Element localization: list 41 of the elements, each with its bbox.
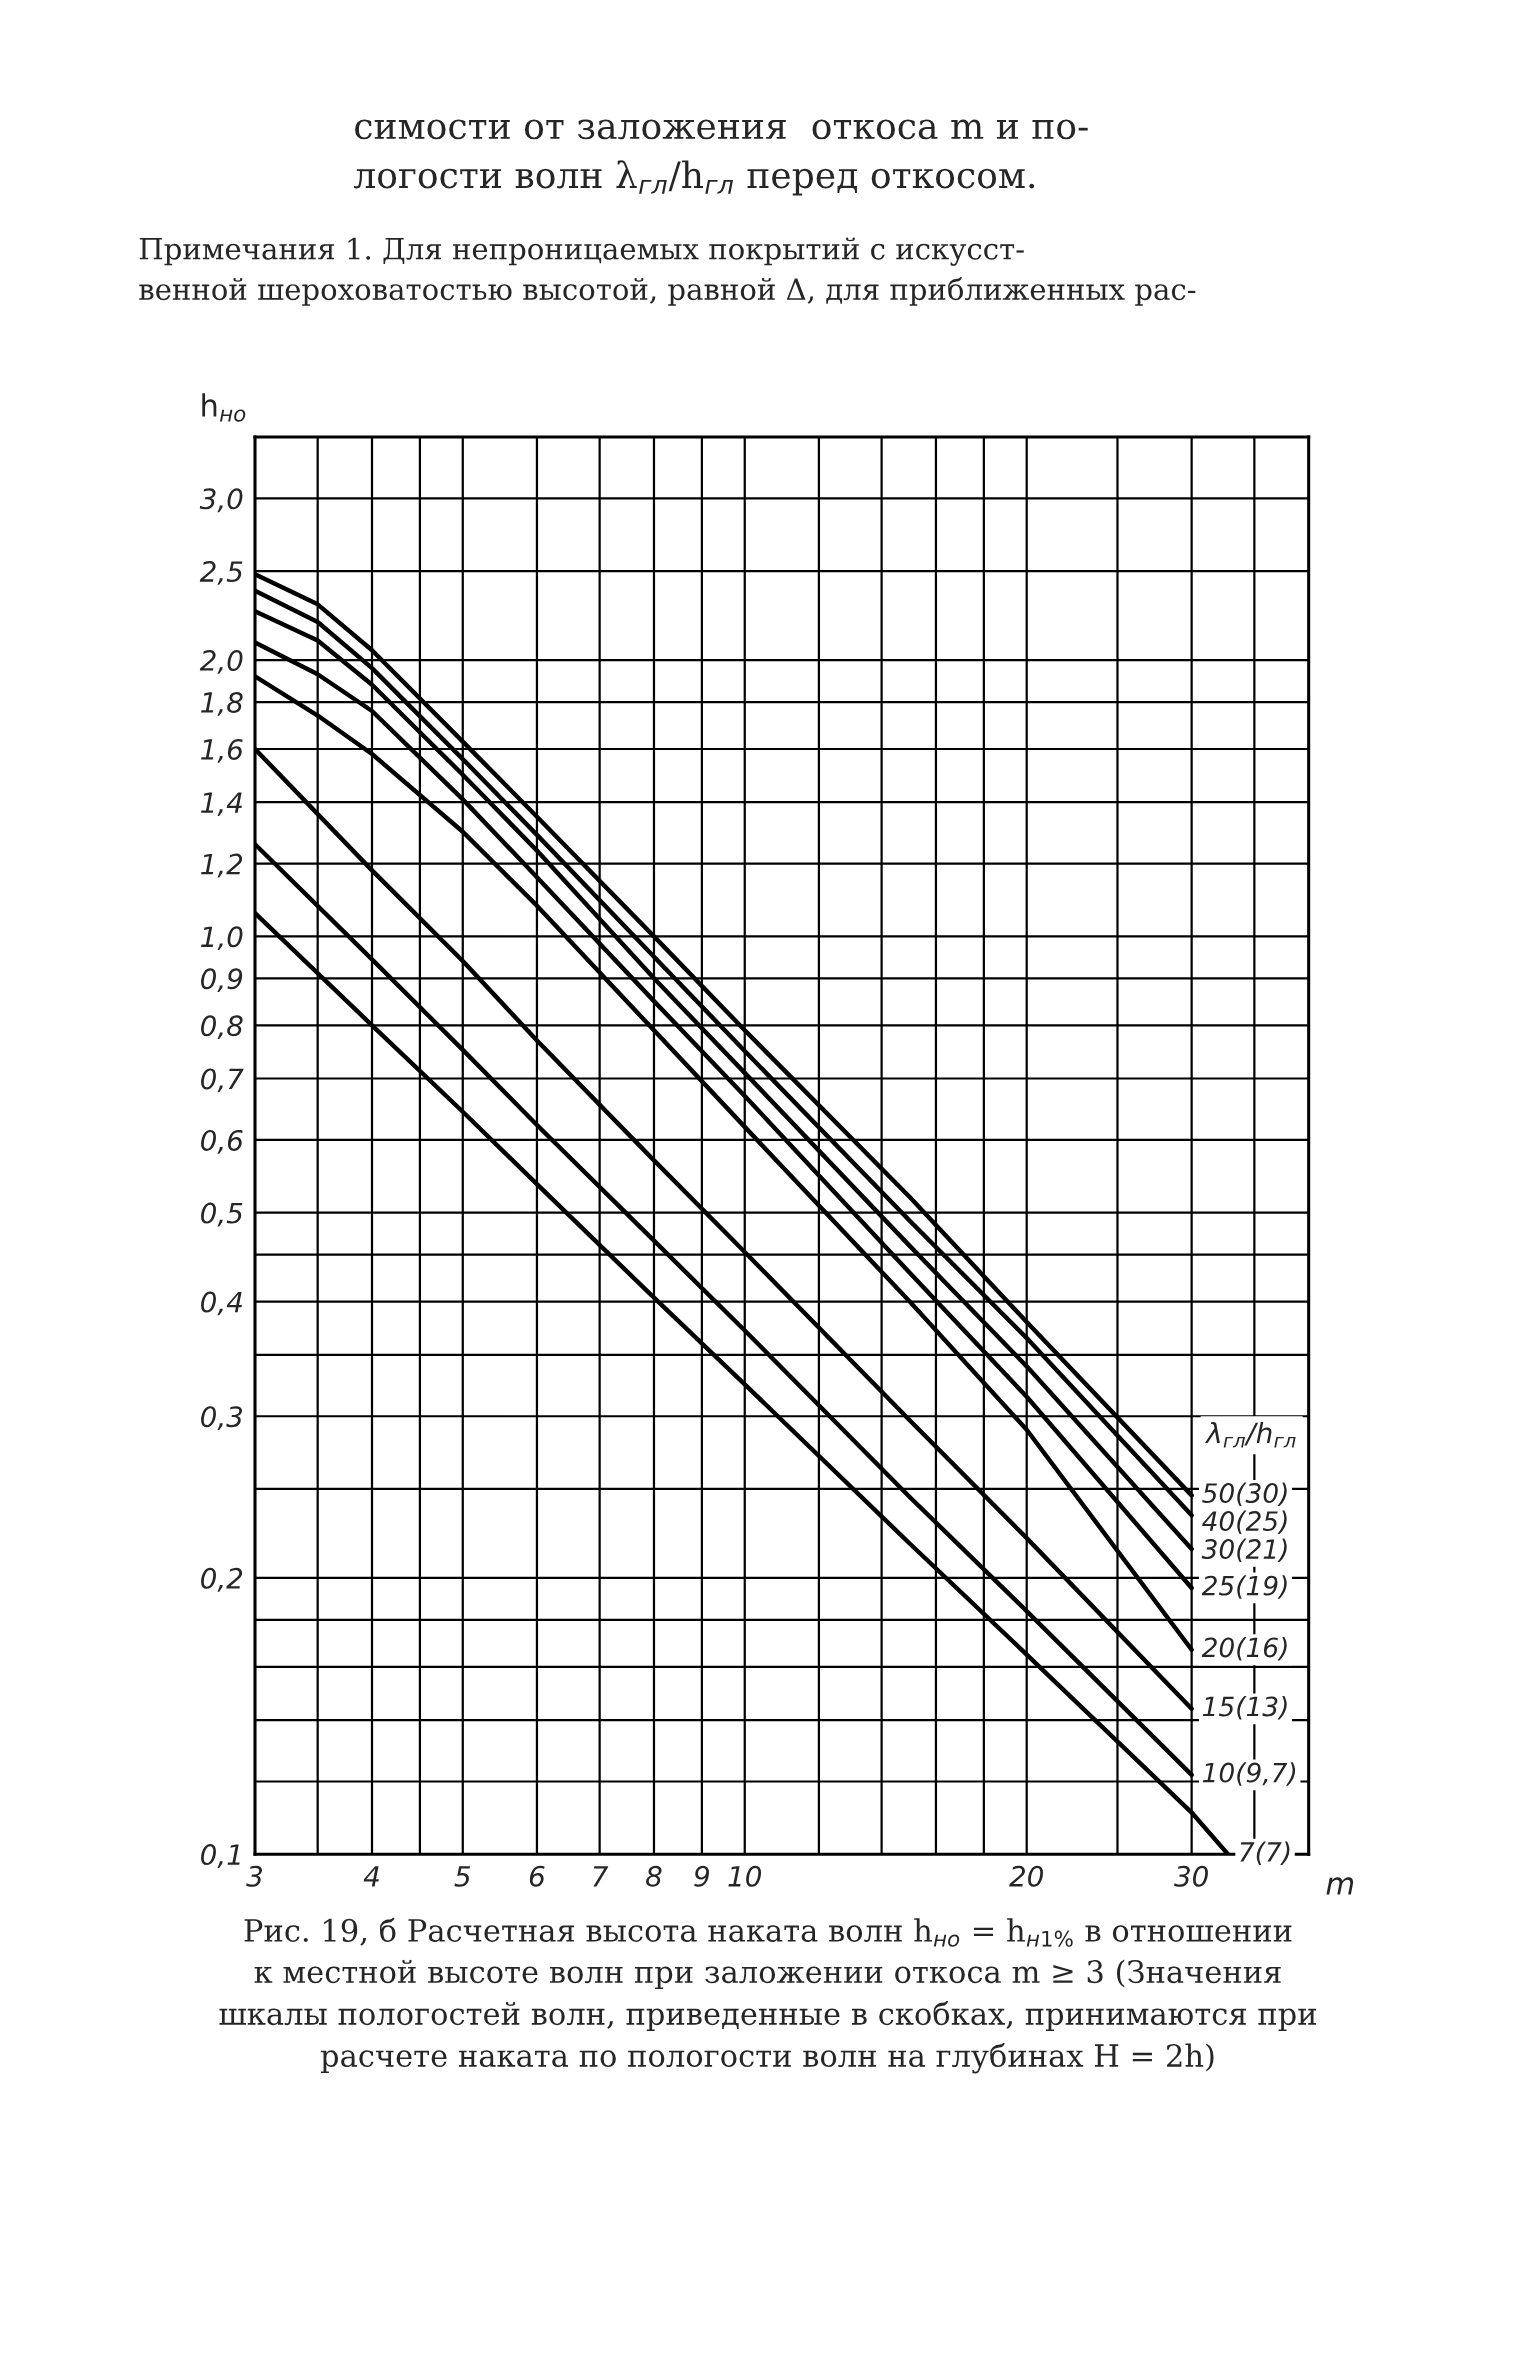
- series-label: 50(30): [1202, 1482, 1287, 1507]
- x-tick-label: 3: [246, 1865, 263, 1887]
- series-label: 10(9,7): [1202, 1762, 1296, 1786]
- series-label: 30(21): [1201, 1538, 1287, 1563]
- series-label: 25(19): [1201, 1575, 1287, 1599]
- y-tick-label: 0,8: [201, 1015, 243, 1040]
- y-tick-label: 1,8: [201, 691, 243, 716]
- legend-title: λ$_{гл}$/h$_{гл}$: [1205, 1421, 1296, 1448]
- x-tick-label: 20: [1009, 1865, 1043, 1887]
- y-tick-label: 3,0: [199, 488, 243, 513]
- x-tick-label: 6: [529, 1865, 545, 1887]
- x-tick-label: 5: [454, 1866, 471, 1887]
- y-tick-label: 1,4: [201, 792, 242, 816]
- y-tick-label: 0,3: [201, 1406, 243, 1431]
- y-tick-label: 0,9: [201, 968, 243, 993]
- y-axis-title: h$_{но}$: [202, 393, 246, 422]
- y-tick-label: 0,4: [201, 1291, 242, 1316]
- y-tick-label: 1,0: [201, 926, 243, 951]
- y-tick-label: 0,6: [201, 1129, 243, 1154]
- x-tick-label: 4: [363, 1866, 379, 1887]
- y-tick-label: 2,0: [199, 649, 243, 674]
- x-tick-label: 10: [728, 1865, 762, 1887]
- text: Примечания 1. Для непроницаемых покрытий с искусст- венной шероховатостью высотой, равной Δ, для приближенных рас-: [139, 237, 1196, 306]
- y-tick-label: 0,7: [201, 1068, 244, 1093]
- x-tick-label: 30: [1174, 1865, 1208, 1887]
- y-tick-label: 0,1: [201, 1844, 240, 1868]
- series-label: 40(25): [1202, 1510, 1287, 1535]
- y-tick-label: 0,2: [201, 1567, 243, 1592]
- x-tick-label: 7: [593, 1866, 609, 1887]
- series-label: 15(13): [1202, 1696, 1287, 1720]
- y-tick-label: 0,5: [201, 1202, 243, 1227]
- y-tick-label: 2,5: [199, 561, 243, 585]
- series-label: 7(7): [1240, 1841, 1290, 1865]
- x-tick-label: 8: [646, 1865, 662, 1887]
- x-tick-label: 9: [694, 1865, 709, 1887]
- text: симости от заложения откоса m и по- логости волн λ$_{гл}$/h$_{гл}$ перед откосом.: [353, 119, 1088, 196]
- x-axis-title: m: [1326, 1877, 1354, 1895]
- y-tick-label: 1,2: [201, 853, 243, 878]
- text: Рис. 19, б Расчетная высота наката волн h$_{но}$ = h$_{н1%}$ в отношении к местной высоте волн при заложении откоса m ≥ 3 (Значения шкалы пологостей волн, приведенные в скобках, принимаются при расчете наката по пологости волн на глубинах H = 2h): [219, 1917, 1316, 2074]
- y-tick-label: 1,6: [201, 738, 243, 763]
- series-label: 20(16): [1201, 1637, 1287, 1661]
